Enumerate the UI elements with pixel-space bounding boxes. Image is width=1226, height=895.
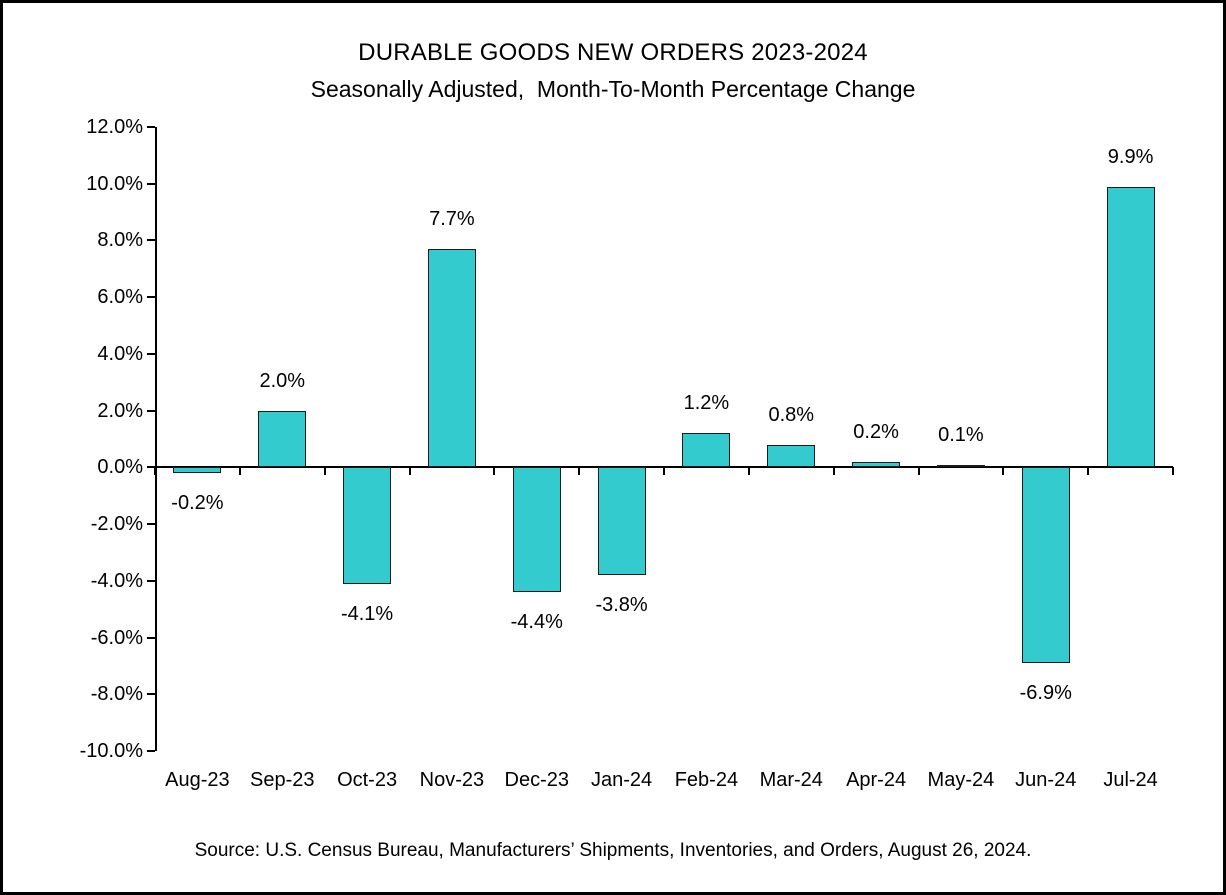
x-axis-tick [493,467,496,476]
bar-Feb-24 [682,433,731,468]
y-axis-tick [147,523,155,526]
bar-Jan-24 [597,467,646,576]
y-axis-tick [147,636,155,639]
bar-Mar-24 [767,444,816,468]
x-axis-category-label: Jun-24 [1015,769,1077,791]
y-axis-tick-label: 4.0% [97,342,143,365]
bar-value-label: -6.9% [1019,682,1072,705]
y-axis-tick-label: 10.0% [86,172,143,195]
x-axis-tick [663,467,665,476]
y-axis-tick-label: -4.0% [90,569,143,592]
y-axis-tick-label: -2.0% [90,513,143,536]
y-axis-tick-label: 8.0% [97,229,143,252]
x-axis-category-label: Sep-23 [250,769,315,791]
x-axis-category-label: Aug-23 [165,769,230,791]
y-axis-tick [147,466,155,469]
plot-area: 12.0% 10.0% 8.0% 6.0% 4.0% 2.0% 0.0% -2.0% -4.0%… [80,116,1174,791]
x-axis-tick [154,467,156,476]
y-axis-tick-label: 6.0% [97,286,143,309]
y-axis-tick [147,409,155,412]
bar-value-label: -3.8% [595,594,648,617]
bar-value-label: 9.9% [1107,145,1154,168]
x-axis-category-label: Jul-24 [1103,769,1158,791]
y-axis-tick [147,296,155,299]
bar-Apr-24 [852,461,901,468]
x-axis-category-label: Dec-23 [504,769,569,791]
y-axis-tick [147,750,155,752]
bar-Sep-23 [258,410,307,468]
x-axis-tick [832,467,835,476]
x-axis-category-label: May-24 [927,769,995,791]
bar-Aug-23 [173,467,222,474]
bar-value-label: 2.0% [259,369,306,392]
bar-May-24 [936,464,985,468]
bar-Dec-23 [512,467,561,593]
x-axis-category-label: Apr-24 [846,769,907,791]
y-axis-tick-label: 0.0% [97,456,143,479]
bar-value-label: -4.4% [510,611,563,634]
y-axis-tick [147,182,155,185]
bar-value-label: 0.2% [853,420,899,443]
chart-subtitle: Seasonally Adjusted, Month-To-Month Perc… [310,76,916,102]
y-axis-tick [147,239,155,242]
y-axis-tick-label: -8.0% [90,683,143,706]
x-axis-tick [408,467,411,476]
x-axis-category-label: Mar-24 [759,769,823,791]
y-axis-tick [147,352,155,355]
bar-value-label: 1.2% [683,392,730,415]
x-axis-tick [917,467,920,476]
bar-value-label: 0.1% [938,423,984,446]
y-axis-line [155,127,157,751]
bar-Jul-24 [1106,186,1155,468]
x-axis-category-label: Jan-24 [591,769,653,791]
y-axis-tick-label: -10.0% [79,740,143,762]
bar-value-label: 7.7% [429,207,475,230]
y-axis-tick [147,693,155,696]
bar-value-label: -0.2% [171,492,224,515]
x-axis-tick [238,467,241,476]
chart-title: DURABLE GOODS NEW ORDERS 2023-2024 [358,39,868,66]
y-axis-tick-label: 12.0% [86,116,143,138]
x-axis-category-label: Nov-23 [419,769,485,791]
x-axis-tick [747,467,750,476]
bar-Oct-23 [343,467,392,584]
y-axis-tick-label: -6.0% [90,626,143,649]
x-axis-category-label: Oct-23 [337,769,398,791]
y-axis-tick [147,579,155,582]
x-axis-tick [323,467,326,476]
x-axis-tick [578,467,581,476]
bar-value-label: -4.1% [340,602,394,625]
x-axis-category-label: Feb-24 [674,769,739,791]
bar-Jun-24 [1021,467,1070,664]
bar-value-label: 0.8% [768,403,815,426]
y-axis-tick [147,126,155,128]
x-axis-tick [1087,467,1090,476]
bar-Nov-23 [427,248,476,468]
source-note: Source: U.S. Census Bureau, Manufacturer… [194,840,1032,861]
x-axis-tick [1172,467,1174,476]
y-axis-tick-label: 2.0% [97,399,143,422]
x-axis-tick [1002,467,1005,476]
